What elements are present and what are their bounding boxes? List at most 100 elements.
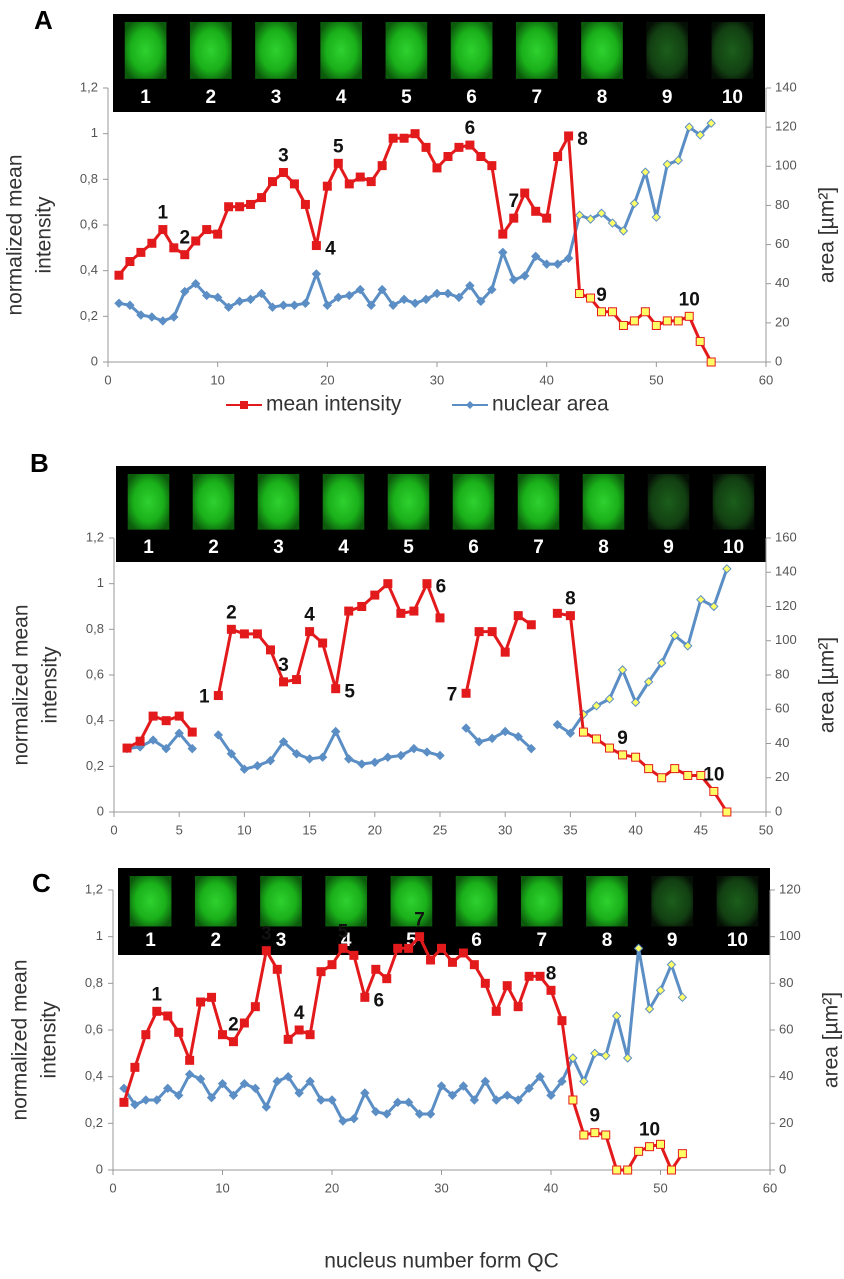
- x-tick-label: 10: [237, 822, 251, 837]
- marker: [279, 677, 289, 687]
- marker: [677, 1149, 687, 1159]
- marker: [195, 1074, 206, 1084]
- cell-image: [450, 22, 493, 79]
- marker: [607, 218, 618, 228]
- marker: [498, 247, 508, 258]
- y2-tick-label: 140: [775, 79, 797, 94]
- annotation: 5: [338, 921, 349, 942]
- panel-label: A: [34, 5, 53, 35]
- marker: [136, 310, 146, 320]
- marker: [601, 1050, 611, 1061]
- marker: [268, 177, 277, 187]
- marker: [586, 293, 596, 303]
- y2-tick-label: 40: [775, 275, 789, 290]
- image-number: 1: [140, 87, 151, 108]
- marker: [311, 241, 321, 251]
- marker: [454, 292, 464, 303]
- marker: [480, 1076, 491, 1087]
- annotation: 6: [436, 577, 447, 598]
- marker: [396, 608, 406, 618]
- y-tick-label: 0,6: [86, 666, 104, 681]
- y2-tick-label: 20: [775, 314, 789, 329]
- marker: [377, 161, 387, 171]
- marker: [311, 269, 322, 279]
- marker: [206, 1092, 217, 1103]
- series-line: [122, 946, 684, 1123]
- marker: [500, 647, 510, 657]
- marker: [709, 601, 719, 612]
- marker: [443, 152, 453, 161]
- annotation: 4: [294, 1003, 305, 1024]
- x-tick-label: 35: [563, 822, 577, 837]
- y2-tick-label: 100: [779, 928, 801, 943]
- marker: [709, 786, 719, 796]
- y-tick-label: 0,2: [85, 1115, 103, 1130]
- image-number: 6: [466, 87, 477, 108]
- y-tick-label: 0,8: [86, 621, 104, 636]
- marker: [278, 167, 288, 177]
- legend-label: mean intensity: [266, 393, 402, 416]
- image-number: 10: [722, 87, 743, 108]
- marker: [161, 743, 171, 754]
- marker: [333, 292, 344, 303]
- marker: [357, 602, 367, 611]
- image-number: 5: [406, 930, 417, 951]
- marker: [469, 960, 479, 970]
- marker: [327, 1095, 337, 1105]
- marker: [557, 1016, 567, 1026]
- marker: [294, 1088, 304, 1098]
- marker: [283, 1034, 293, 1044]
- x-tick-label: 15: [302, 822, 316, 837]
- marker: [662, 316, 672, 326]
- marker: [318, 638, 328, 648]
- y-tick-label: 0: [96, 1161, 103, 1176]
- marker: [226, 624, 236, 634]
- marker: [476, 296, 486, 307]
- series-line: [122, 935, 684, 1172]
- x-tick-label: 45: [694, 822, 708, 837]
- y-tick-label: 0,4: [86, 712, 104, 727]
- annotation: 9: [617, 728, 628, 749]
- marker: [623, 1165, 633, 1175]
- marker: [174, 711, 184, 721]
- x-tick-label: 40: [539, 372, 553, 387]
- marker: [422, 579, 432, 589]
- y2-tick-label: 60: [779, 1021, 793, 1036]
- marker: [226, 749, 237, 759]
- marker: [631, 752, 641, 762]
- marker: [502, 981, 512, 991]
- marker: [338, 943, 348, 953]
- marker: [722, 564, 732, 574]
- cell-image: [586, 876, 628, 927]
- marker: [421, 142, 431, 152]
- marker: [526, 743, 536, 754]
- image-number: 6: [468, 537, 479, 558]
- image-number: 6: [471, 930, 482, 951]
- marker: [500, 726, 510, 737]
- marker: [174, 1027, 184, 1037]
- marker: [622, 1053, 633, 1063]
- marker: [272, 1076, 282, 1087]
- marker: [278, 737, 289, 747]
- marker: [344, 754, 354, 764]
- marker: [184, 1069, 195, 1080]
- marker: [163, 1011, 173, 1021]
- marker: [252, 629, 262, 639]
- x-tick-label: 0: [104, 372, 111, 387]
- y-tick-label: 0,8: [85, 975, 103, 990]
- marker: [524, 1083, 534, 1094]
- marker: [513, 1095, 523, 1105]
- marker: [371, 964, 381, 974]
- marker: [520, 188, 530, 198]
- marker: [633, 943, 644, 954]
- marker: [163, 1083, 173, 1094]
- marker: [207, 992, 217, 1002]
- marker: [476, 152, 486, 161]
- marker: [228, 1090, 239, 1101]
- marker: [393, 943, 403, 953]
- marker: [224, 202, 234, 212]
- marker: [461, 688, 471, 698]
- image-number: 4: [338, 537, 349, 558]
- marker: [617, 665, 628, 675]
- cell-image: [189, 22, 232, 79]
